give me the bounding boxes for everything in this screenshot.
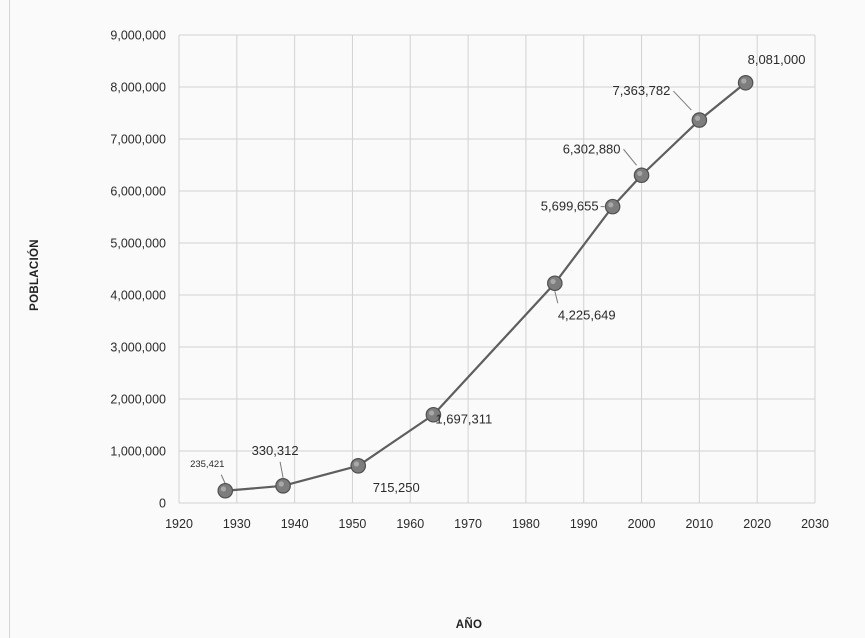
x-axis-title: AÑO <box>456 618 482 631</box>
x-tick-label: 1950 <box>339 517 367 531</box>
page-edge-rule <box>9 0 10 638</box>
data-point-highlight <box>741 78 747 84</box>
data-point-highlight <box>429 410 435 416</box>
data-point-highlight <box>608 202 614 208</box>
y-tick-label: 1,000,000 <box>110 445 166 459</box>
data-point-highlight <box>637 170 643 177</box>
data-label: 235,421 <box>190 459 224 470</box>
x-tick-label: 2000 <box>628 517 656 531</box>
data-point-highlight <box>550 278 556 285</box>
data-label-leader <box>279 461 284 478</box>
y-tick-label: 5,000,000 <box>110 237 166 251</box>
y-tick-label: 6,000,000 <box>110 185 166 199</box>
y-tick-label: 9,000,000 <box>110 29 166 43</box>
x-tick-label: 1920 <box>165 517 193 531</box>
x-tick-label: 1940 <box>281 517 309 531</box>
label-leaders <box>220 90 692 484</box>
x-tick-label: 1990 <box>570 517 598 531</box>
y-axis-title: POBLACIÓN <box>28 239 41 311</box>
data-label: 5,699,655 <box>541 199 599 214</box>
y-tick-label: 7,000,000 <box>110 133 166 147</box>
series-line <box>225 81 747 492</box>
data-label: 6,302,880 <box>563 141 621 156</box>
grid-lines <box>178 34 816 504</box>
data-label-leader <box>220 474 226 484</box>
x-tick-label: 1930 <box>223 517 251 531</box>
y-axis-ticks: 0 1,000,000 2,000,000 3,000,000 4,000,000 5,0… <box>110 29 166 511</box>
data-label: 4,225,649 <box>558 307 616 322</box>
x-axis-ticks: 1920 1930 1940 1950 1960 1970 1980 1990 2000 2010… <box>165 517 829 531</box>
data-series <box>217 74 754 499</box>
data-label-leader <box>623 148 637 166</box>
data-point-highlight <box>220 486 227 492</box>
data-labels: 235,421 330,312 715,250 1,697,311 4,225,649 5… <box>190 52 805 495</box>
data-label: 7,363,782 <box>613 83 671 98</box>
y-tick-label: 8,000,000 <box>110 81 166 95</box>
data-label: 8,081,000 <box>748 52 806 67</box>
data-point-highlight <box>353 461 360 467</box>
data-point-highlight <box>278 481 284 487</box>
y-tick-label: 0 <box>159 497 166 511</box>
data-label: 715,250 <box>373 480 420 495</box>
x-tick-label: 2020 <box>743 517 771 531</box>
x-tick-label: 2010 <box>685 517 713 531</box>
x-tick-label: 1960 <box>396 517 424 531</box>
y-tick-label: 2,000,000 <box>110 393 166 407</box>
data-label: 330,312 <box>252 443 299 458</box>
data-label: 1,697,311 <box>435 412 492 427</box>
data-point-highlight <box>694 115 701 121</box>
x-tick-label: 1980 <box>512 517 540 531</box>
data-label-leader <box>673 90 692 111</box>
y-tick-label: 3,000,000 <box>110 341 166 355</box>
x-tick-label: 2030 <box>801 517 829 531</box>
x-tick-label: 1970 <box>454 517 482 531</box>
data-label-leader <box>554 291 559 304</box>
y-tick-label: 4,000,000 <box>110 289 166 303</box>
